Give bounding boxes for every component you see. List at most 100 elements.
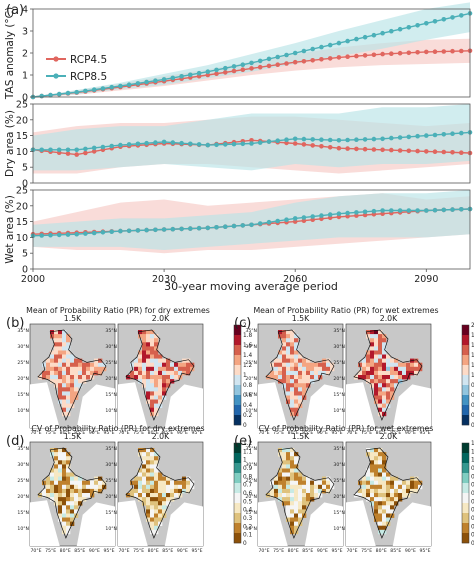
- grid-cell: [286, 354, 291, 359]
- grid-cell: [294, 452, 299, 457]
- grid-cell: [374, 497, 379, 502]
- grid-cell: [314, 493, 319, 498]
- india-outline: [37, 329, 107, 421]
- series-point: [83, 231, 88, 236]
- grid-cell: [146, 452, 151, 457]
- grid-cell: [282, 472, 287, 477]
- grid-cell: [398, 480, 403, 486]
- grid-cell: [370, 358, 375, 363]
- grid-cell: [282, 346, 287, 351]
- grid-cell: [162, 476, 167, 481]
- grid-cell: [142, 501, 147, 506]
- series-point: [432, 149, 438, 154]
- grid-cell: [294, 346, 299, 351]
- grid-cell: [282, 342, 287, 347]
- grid-cell: [158, 472, 163, 477]
- grid-cell: [382, 379, 387, 384]
- grid-cell: [310, 488, 315, 494]
- series-point: [135, 141, 141, 147]
- grid-cell: [410, 484, 415, 490]
- grid-cell: [150, 375, 155, 380]
- grid-cell: [162, 391, 167, 396]
- series-point: [354, 137, 359, 142]
- series-point: [371, 136, 377, 142]
- grid-cell: [414, 488, 419, 494]
- grid-cell: [178, 370, 183, 376]
- series-point: [424, 21, 429, 26]
- grid-cell: [46, 375, 51, 380]
- grid-cell: [74, 480, 79, 486]
- grid-cell: [394, 480, 399, 486]
- grid-cell: [78, 366, 83, 372]
- grid-cell: [54, 346, 59, 351]
- grid-cell: [62, 493, 67, 498]
- grid-cell: [50, 375, 55, 380]
- lat-label: 25°N: [17, 360, 29, 366]
- series-point: [231, 141, 237, 147]
- colorbar-segment: [462, 493, 469, 504]
- grid-cell: [66, 370, 71, 376]
- grid-cell: [366, 366, 371, 372]
- grid-cell: [62, 484, 67, 490]
- grid-cell: [138, 358, 143, 363]
- colorbar-tick-label: 0.3: [243, 516, 253, 522]
- grid-cell: [150, 480, 155, 486]
- grid-cell: [98, 488, 103, 494]
- grid-cell: [286, 488, 291, 494]
- grid-cell: [142, 342, 147, 347]
- grid-cell: [286, 362, 291, 368]
- india-outline: [265, 447, 335, 539]
- series-point: [327, 145, 333, 150]
- lat-label: 15°N: [17, 510, 29, 516]
- grid-cell: [146, 480, 151, 486]
- series-point: [65, 90, 71, 96]
- grid-cell: [86, 493, 91, 498]
- lat-label: 30°N: [333, 462, 345, 468]
- map-subtitle: 2.0K: [380, 314, 398, 323]
- series-point: [126, 82, 132, 87]
- colorbar-tick-label: 2: [243, 323, 247, 329]
- grid-cell: [298, 513, 303, 518]
- x-tick-label: 2060: [283, 274, 307, 285]
- grid-cell: [378, 391, 383, 396]
- grid-cell: [286, 497, 291, 502]
- colorbar-segment: [234, 493, 241, 504]
- grid-cell: [378, 505, 383, 510]
- grid-cell: [390, 370, 395, 376]
- plot-frame: [32, 189, 471, 270]
- grid-cell: [302, 476, 307, 481]
- grid-cell: [378, 350, 383, 355]
- grid-cell: [82, 497, 87, 502]
- y-tick-label: 0: [22, 265, 28, 276]
- grid-cell: [290, 354, 295, 359]
- grid-cell: [290, 509, 295, 514]
- y-tick-label: 3: [22, 27, 28, 38]
- grid-cell: [378, 521, 383, 526]
- grid-cell: [282, 488, 287, 494]
- grid-cell: [378, 342, 383, 347]
- grid-cell: [306, 501, 311, 506]
- grid-cell: [270, 480, 275, 486]
- grid-cell: [78, 488, 83, 494]
- grid-cell: [290, 448, 295, 453]
- grid-cell: [386, 476, 391, 481]
- grid-cell: [182, 362, 187, 368]
- grid-cell: [290, 383, 295, 388]
- grid-cell: [382, 521, 387, 526]
- colorbar-tick-label: 0: [471, 541, 474, 547]
- grid-cell: [166, 366, 171, 372]
- grid-cell: [66, 468, 71, 473]
- grid-cell: [374, 391, 379, 396]
- colorbar-tick-label: 0.4: [471, 403, 474, 409]
- lat-label: 35°N: [333, 446, 345, 452]
- y-tick-label: 1: [22, 71, 28, 82]
- grid-cell: [74, 375, 79, 380]
- grid-cell: [142, 476, 147, 481]
- lat-label: 30°N: [17, 344, 29, 350]
- lat-label: 15°N: [245, 510, 257, 516]
- lon-label: 75°E: [45, 430, 56, 436]
- lon-label: 80°E: [288, 548, 299, 554]
- lon-label: 75°E: [133, 548, 144, 554]
- grid-cell: [170, 366, 175, 372]
- grid-cell: [78, 480, 83, 486]
